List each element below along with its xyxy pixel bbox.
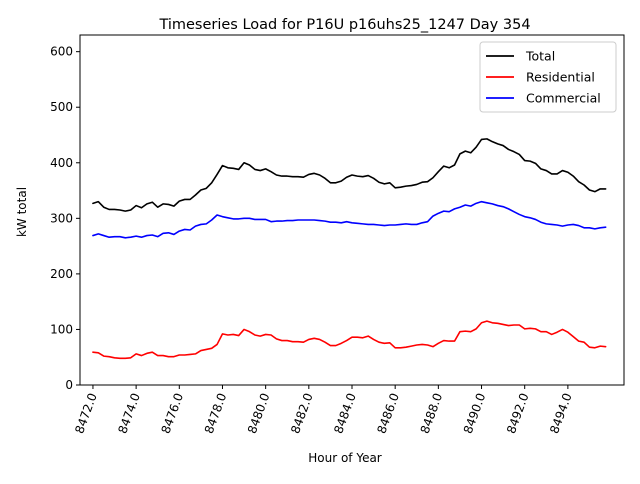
legend-label-total: Total (525, 49, 555, 64)
y-tick-label: 500 (50, 100, 73, 114)
legend-items: Total Residential Commercial (486, 49, 601, 106)
y-axis-label: kW total (15, 187, 29, 237)
series-line-commercial (92, 200, 607, 239)
y-tick-label: 200 (50, 267, 73, 281)
y-tick-label: 0 (65, 378, 73, 392)
legend-label-residential: Residential (526, 70, 595, 85)
y-tick-label: 600 (50, 45, 73, 59)
legend: Total Residential Commercial (479, 41, 617, 113)
series-line-total (92, 138, 607, 212)
series-layer (92, 138, 607, 360)
y-tick-label: 400 (50, 156, 73, 170)
legend-box (479, 41, 617, 113)
y-tick-label: 100 (50, 322, 73, 336)
chart-title: Timeseries Load for P16U p16uhs25_1247 D… (158, 17, 530, 33)
series-line-residential (92, 320, 607, 360)
legend-label-commercial: Commercial (526, 91, 601, 106)
y-tick-label: 300 (50, 211, 73, 225)
y-axis-ticks: 0 100 200 300 400 500 600 (50, 45, 80, 392)
x-axis-label: Hour of Year (308, 451, 382, 465)
